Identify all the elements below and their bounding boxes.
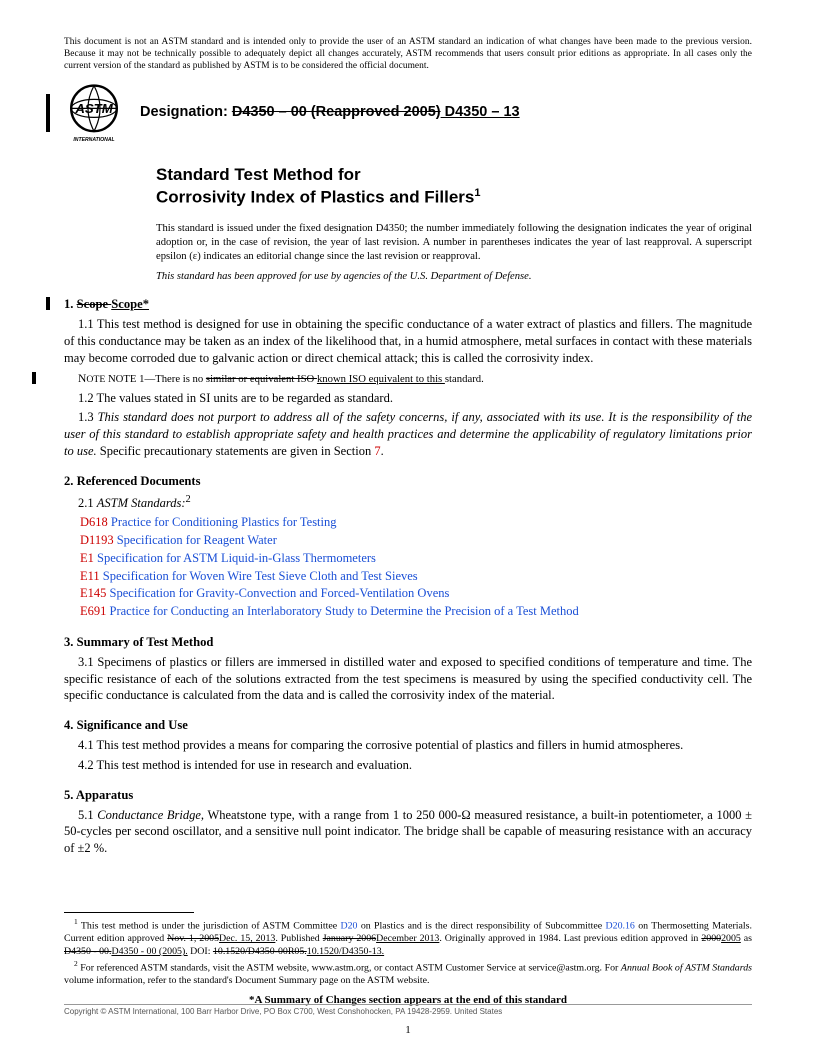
reference-title-link[interactable]: Practice for Conducting an Interlaborato… [106,604,578,618]
para-3-1: 3.1 Specimens of plastics or fillers are… [64,654,752,704]
reference-code-link[interactable]: E691 [80,604,106,618]
para-1-1: 1.1 This test method is designed for use… [64,316,752,366]
designation-line: Designation: D4350 – 00 (Reapproved 2005… [140,104,520,120]
svg-text:ASTM: ASTM [74,101,113,116]
para-1-2: 1.2 The values stated in SI units are to… [64,390,752,407]
section-1-scope: 1. Scope Scope* 1.1 This test method is … [64,297,752,459]
title-text: Corrosivity Index of Plastics and Filler… [156,188,474,207]
note-post: standard. [445,373,484,385]
committee-d20-link[interactable]: D20 [340,920,357,931]
reference-item: E1 Specification for ASTM Liquid-in-Glas… [64,550,752,568]
reference-code-link[interactable]: D618 [80,515,108,529]
designation-new: D4350 – 13 [441,104,520,120]
scope-old: Scope [77,297,112,311]
note-1: NOTE NOTE 1—There is no similar or equiv… [64,372,752,387]
para-5-1: 5.1 Conductance Bridge, Wheatstone type,… [64,807,752,857]
section-2-heading: 2. Referenced Documents [64,474,752,489]
note-old: similar or equivalent ISO [206,373,317,385]
scope-new: Scope* [111,297,149,311]
reference-code-link[interactable]: E11 [80,569,100,583]
reference-code-link[interactable]: D1193 [80,533,114,547]
reference-title-link[interactable]: Practice for Conditioning Plastics for T… [108,515,337,529]
title-footnote-ref: 1 [474,187,480,199]
reference-item: E691 Practice for Conducting an Interlab… [64,603,752,621]
reference-title-link[interactable]: Specification for Gravity-Convection and… [106,586,449,600]
copyright-line: Copyright © ASTM International, 100 Barr… [64,1004,752,1016]
disclaimer-text: This document is not an ASTM standard an… [64,36,752,72]
reference-code-link[interactable]: E145 [80,586,106,600]
section-4-significance: 4. Significance and Use 4.1 This test me… [64,718,752,774]
reference-list: D618 Practice for Conditioning Plastics … [64,514,752,621]
reference-title-link[interactable]: Specification for Woven Wire Test Sieve … [100,569,418,583]
section-number: 1. [64,297,77,311]
dod-note: This standard has been approved for use … [156,270,752,284]
para-4-2: 4.2 This test method is intended for use… [64,757,752,774]
designation-row: ASTM INTERNATIONAL Designation: D4350 – … [64,82,752,142]
title-block: Standard Test Method for Corrosivity Ind… [156,164,752,208]
reference-item: E11 Specification for Woven Wire Test Si… [64,568,752,586]
svg-text:INTERNATIONAL: INTERNATIONAL [73,137,114,142]
footnote-1: 1 This test method is under the jurisdic… [64,917,752,959]
reference-item: D1193 Specification for Reagent Water [64,532,752,550]
section-5-apparatus: 5. Apparatus 5.1 Conductance Bridge, Whe… [64,788,752,857]
revision-bar [46,297,50,310]
title-line-2: Corrosivity Index of Plastics and Filler… [156,186,752,208]
footnotes: 1 This test method is under the jurisdic… [64,912,752,988]
footnote-rule [64,912,194,913]
issue-notes: This standard is issued under the fixed … [156,222,752,283]
designation-label: Designation: [140,104,232,120]
reference-title-link[interactable]: Specification for ASTM Liquid-in-Glass T… [94,551,376,565]
section-2-referenced: 2. Referenced Documents 2.1 ASTM Standar… [64,474,752,621]
designation-old: D4350 – 00 (Reapproved 2005) [232,104,441,120]
reference-item: D618 Practice for Conditioning Plastics … [64,514,752,532]
revision-bar [32,372,36,384]
note-new: known ISO equivalent to this [317,373,445,385]
note-label: NOTE [78,373,105,385]
astm-logo: ASTM INTERNATIONAL [64,82,124,142]
page-number: 1 [0,1024,816,1036]
reference-code-link[interactable]: E1 [80,551,94,565]
section-4-heading: 4. Significance and Use [64,718,752,733]
para-2-1: 2.1 ASTM Standards:2 [64,493,752,512]
section-3-heading: 3. Summary of Test Method [64,635,752,650]
note-pre: NOTE 1—There is no [108,373,206,385]
reference-item: E145 Specification for Gravity-Convectio… [64,585,752,603]
issue-note: This standard is issued under the fixed … [156,222,752,263]
title-line-1: Standard Test Method for [156,164,752,186]
section-5-heading: 5. Apparatus [64,788,752,803]
section-3-summary: 3. Summary of Test Method 3.1 Specimens … [64,635,752,704]
footnote-2: 2 For referenced ASTM standards, visit t… [64,959,752,988]
subcommittee-d2016-link[interactable]: D20.16 [606,920,635,931]
para-4-1: 4.1 This test method provides a means fo… [64,737,752,754]
revision-bar [46,94,50,132]
section-1-heading: 1. Scope Scope* [64,297,752,312]
reference-title-link[interactable]: Specification for Reagent Water [114,533,277,547]
para-1-3: 1.3 This standard does not purport to ad… [64,409,752,459]
